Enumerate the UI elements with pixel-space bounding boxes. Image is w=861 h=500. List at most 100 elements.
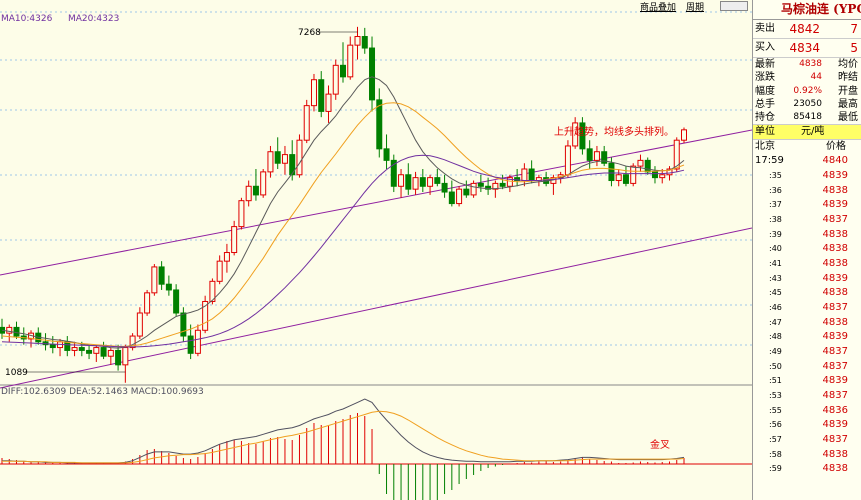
candle-body — [13, 326, 20, 337]
tick-row: :43 4839 — [753, 272, 861, 287]
tick-minute: :39 — [769, 229, 782, 239]
chart-area[interactable]: 7268 1089 上升趋势，均线多头排列。 金叉 MA10:4326 MA20:4323… — [0, 0, 752, 500]
tick-price: 4837 — [822, 360, 848, 372]
candle-body — [274, 151, 281, 164]
stat-label: 持仓 — [755, 112, 775, 124]
tick-price: 4838 — [822, 243, 848, 255]
kline-chart[interactable]: 7268 1089 上升趋势，均线多头排列。金叉 MA10:4326 MA20:4323… — [0, 0, 752, 500]
tick-row: :55 4836 — [753, 404, 861, 419]
buy-row: 买入 4834 5 — [753, 39, 861, 58]
unit-row: 单位 元/吨 — [753, 124, 861, 141]
tick-minute: :49 — [769, 347, 782, 357]
tick-minute: :41 — [769, 259, 782, 269]
candle-body — [115, 349, 122, 366]
tick-minute: :59 — [769, 464, 782, 474]
tick-price: 4839 — [822, 199, 848, 211]
candle-body — [252, 185, 259, 196]
candle-body — [325, 93, 332, 112]
candle-body — [49, 344, 56, 349]
tick-price: 4838 — [822, 287, 848, 299]
candle-body — [405, 174, 412, 190]
candle-body — [151, 266, 158, 294]
candle-body — [100, 347, 107, 357]
tick-minute: :48 — [769, 332, 782, 342]
tick-price: 4838 — [822, 228, 848, 240]
candle-body — [622, 174, 629, 184]
candle-body — [86, 349, 93, 354]
candle-body — [281, 154, 288, 164]
ma20-legend: MA20:4323 — [68, 14, 119, 24]
ticks-list[interactable]: :35 4839:36 4838:37 4839:38 4837:39 4838:40 48… — [753, 169, 861, 477]
candle-body — [194, 329, 201, 354]
stat-label: 涨跌 — [755, 72, 775, 84]
tick-row: :48 4839 — [753, 330, 861, 345]
tick-price: 4839 — [822, 272, 848, 284]
stat-value: 85418 — [793, 112, 822, 123]
buy-label: 买入 — [755, 42, 775, 53]
cycle-link[interactable]: 周期 — [686, 3, 705, 13]
tick-minute: :45 — [769, 288, 782, 298]
tick-row: :40 4838 — [753, 242, 861, 257]
tick-row: :50 4837 — [753, 360, 861, 375]
candle-body — [144, 292, 151, 314]
candle-body — [245, 185, 252, 202]
tick-price: 4838 — [822, 258, 848, 270]
tick-price: 4837 — [822, 433, 848, 445]
candle-body — [412, 177, 419, 190]
channel-upper-line — [0, 129, 752, 276]
candle-body — [506, 177, 513, 187]
tick-minute: :56 — [769, 420, 782, 430]
tick-price: 4837 — [822, 389, 848, 401]
candle-body — [586, 148, 593, 161]
contract-title: 马棕油连 (YPC — [753, 0, 861, 20]
candle-body — [216, 260, 223, 282]
tick-price: 4838 — [822, 463, 848, 475]
tick-minute: :50 — [769, 361, 782, 371]
candle-body — [644, 159, 651, 173]
tick-row: :49 4837 — [753, 345, 861, 360]
tick-price: 4836 — [822, 404, 848, 416]
tick-minute: :37 — [769, 200, 782, 210]
candle-body — [434, 177, 441, 184]
quote-panel: 马棕油连 (YPC 卖出 4842 7 买入 4834 5 最新 4838 均价 涨跌… — [752, 0, 861, 500]
tick-row: :56 4839 — [753, 418, 861, 433]
candle-body — [485, 185, 492, 190]
candle-body — [71, 347, 78, 351]
candle-body — [492, 182, 499, 190]
candle-body — [630, 165, 637, 184]
candle-body — [260, 171, 267, 196]
buy-price: 4834 — [789, 41, 820, 55]
stat-label2: 昨结 — [838, 72, 858, 84]
candle-body — [187, 335, 194, 354]
stat-value: 4838 — [799, 59, 822, 69]
candle-body — [369, 47, 376, 101]
tick-minute: :35 — [769, 171, 782, 181]
candle-body — [608, 162, 615, 182]
trend-annotation: 上升趋势，均线多头排列。 — [554, 125, 674, 138]
candle-body — [173, 289, 180, 314]
candle-body — [122, 347, 129, 366]
candle-body — [398, 174, 405, 187]
unit-label: 单位 — [755, 126, 775, 138]
tick-price: 4837 — [822, 346, 848, 358]
candle-body — [615, 174, 622, 182]
low-price-label: 1089 — [5, 368, 28, 378]
candle-body — [499, 182, 506, 187]
tick-minute: :47 — [769, 317, 782, 327]
candle-body — [456, 188, 463, 205]
overlay-link[interactable]: 商品叠加 — [640, 3, 677, 13]
stats-table: 最新 4838 均价 涨跌 44 昨结 幅度 0.92% 开盘 总手 23050 最高 持仓 85418 最… — [753, 58, 861, 124]
tick-minute: :38 — [769, 215, 782, 225]
stat-label2: 均价 — [838, 59, 858, 70]
tick-row: :36 4838 — [753, 184, 861, 199]
candle-body — [463, 188, 470, 196]
candle-body — [93, 347, 100, 354]
candle-body — [267, 151, 274, 173]
sell-price: 4842 — [789, 22, 820, 36]
window-controls[interactable] — [720, 1, 748, 11]
candle-body — [659, 174, 666, 179]
tick-price: 4839 — [822, 419, 848, 431]
candle-body — [231, 226, 238, 254]
candle-body — [637, 159, 644, 167]
tick-row: :47 4838 — [753, 316, 861, 331]
